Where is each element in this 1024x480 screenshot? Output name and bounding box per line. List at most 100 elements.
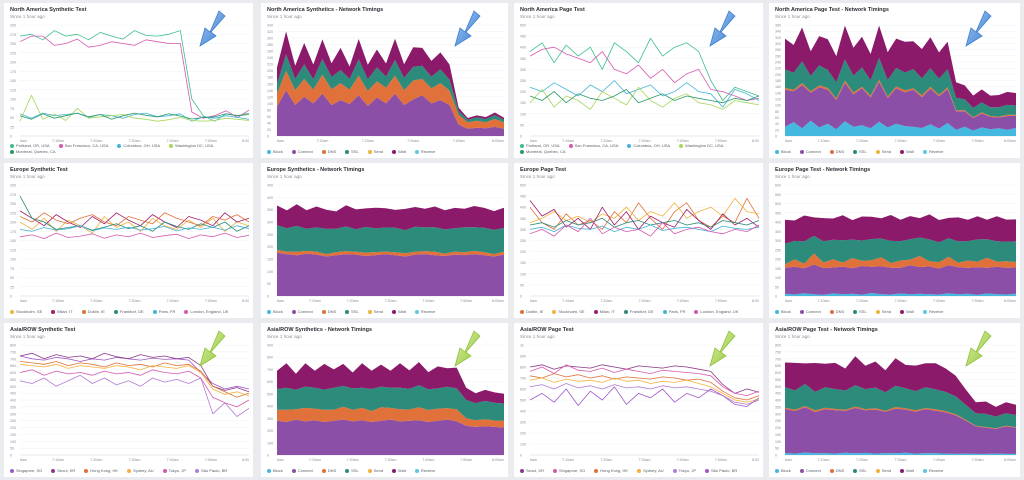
- chart-legend: Block Connect DNS SSL Send Wait Receive: [775, 468, 1016, 474]
- legend-item[interactable]: Block: [267, 468, 283, 474]
- legend-item[interactable]: Block: [775, 149, 791, 155]
- legend-item[interactable]: São Paulo, BR: [705, 468, 737, 474]
- legend-item[interactable]: Dublin, IE: [81, 309, 105, 315]
- legend-item[interactable]: SSL: [853, 468, 867, 474]
- legend-item[interactable]: Block: [267, 309, 283, 315]
- legend-item[interactable]: Seoul, KR: [520, 468, 544, 474]
- legend-item[interactable]: Connect: [291, 149, 313, 155]
- legend-item[interactable]: Block: [775, 468, 791, 474]
- legend-item[interactable]: SSL: [853, 149, 867, 155]
- legend-swatch: [922, 149, 927, 154]
- x-tick-label: 7:40am: [933, 139, 945, 143]
- legend-item[interactable]: Send: [367, 468, 383, 474]
- chart-panel[interactable]: North America Page Test Since 1 hour ago 0…: [514, 3, 763, 158]
- legend-item[interactable]: Singapore, SG: [10, 468, 42, 474]
- legend-item[interactable]: Wait: [900, 149, 914, 155]
- legend-item[interactable]: Block: [267, 149, 283, 155]
- legend-item[interactable]: Columbus, OH, USA: [627, 143, 670, 149]
- legend-item[interactable]: DNS: [321, 149, 336, 155]
- legend-item[interactable]: Receive: [414, 309, 435, 315]
- legend-item[interactable]: Connect: [291, 309, 313, 315]
- legend-item[interactable]: London, England, UK: [184, 309, 228, 315]
- legend-item[interactable]: Sydney, AU: [637, 468, 664, 474]
- legend-item[interactable]: Send: [367, 149, 383, 155]
- legend-item[interactable]: Block: [775, 309, 791, 315]
- legend-item[interactable]: Connect: [799, 149, 821, 155]
- y-tick-label: 550: [10, 378, 16, 382]
- chart-panel[interactable]: Europe Page Test Since 1 hour ago 0 50 100 15…: [514, 163, 763, 318]
- legend-item[interactable]: Montreal, Quebec, CA: [10, 149, 56, 155]
- legend-item[interactable]: DNS: [321, 309, 336, 315]
- legend-item[interactable]: Milan, IT: [593, 309, 615, 315]
- legend-item[interactable]: Receive: [414, 149, 435, 155]
- legend-item[interactable]: San Francisco, CA, USA: [568, 143, 618, 149]
- y-tick-label: 50: [520, 283, 524, 287]
- chart-panel[interactable]: Asia/ROW Page Test - Network Timings Sinc…: [769, 323, 1020, 477]
- legend-item[interactable]: Connect: [799, 309, 821, 315]
- legend-item[interactable]: Hong Kong, HK: [84, 468, 118, 474]
- chart-panel[interactable]: North America Synthetics - Network Timin…: [261, 3, 508, 158]
- legend-item[interactable]: DNS: [321, 468, 336, 474]
- legend-item[interactable]: São Paulo, BR: [195, 468, 227, 474]
- legend-item[interactable]: DNS: [829, 309, 844, 315]
- chart-panel[interactable]: North America Synthetic Test Since 1 hour…: [4, 3, 253, 158]
- legend-item[interactable]: Stockholm, SE: [10, 309, 42, 315]
- legend-item[interactable]: Washington DC, USA: [169, 143, 213, 149]
- legend-item[interactable]: Tokyo, JP: [162, 468, 186, 474]
- chart-panel[interactable]: Asia/ROW Page Test Since 1 hour ago 0 100 20…: [514, 323, 763, 477]
- legend-label: Block: [781, 149, 791, 154]
- legend-item[interactable]: Connect: [291, 468, 313, 474]
- legend-item[interactable]: Frankfurt, DE: [113, 309, 144, 315]
- legend-item[interactable]: Portland, OR, USA: [10, 143, 50, 149]
- y-tick-label: 150: [10, 79, 16, 83]
- legend-item[interactable]: Montreal, Quebec, CA: [520, 149, 566, 155]
- legend-item[interactable]: Singapore, SG: [553, 468, 585, 474]
- legend-item[interactable]: SSL: [345, 309, 359, 315]
- chart-panel[interactable]: Europe Page Test - Network Timings Since …: [769, 163, 1020, 318]
- y-tick-label: 450: [775, 211, 781, 215]
- legend-item[interactable]: SSL: [853, 309, 867, 315]
- legend-item[interactable]: Receive: [922, 149, 943, 155]
- legend-item[interactable]: Columbus, OH, USA: [117, 143, 160, 149]
- legend-item[interactable]: Send: [367, 309, 383, 315]
- legend-item[interactable]: Wait: [900, 309, 914, 315]
- y-tick-label: 450: [520, 35, 526, 39]
- legend-item[interactable]: Send: [875, 149, 891, 155]
- legend-item[interactable]: London, England, UK: [694, 309, 738, 315]
- legend-item[interactable]: Dublin, IE: [520, 309, 543, 315]
- legend-item[interactable]: Portland, OR, USA: [520, 143, 560, 149]
- legend-item[interactable]: Stockholm, SE: [552, 309, 585, 315]
- legend-item[interactable]: Receive: [414, 468, 435, 474]
- legend-item[interactable]: Seoul, KR: [51, 468, 75, 474]
- legend-item[interactable]: Wait: [392, 468, 406, 474]
- chart-panel[interactable]: Europe Synthetic Test Since 1 hour ago 0 25…: [4, 163, 253, 318]
- legend-item[interactable]: Wait: [392, 149, 406, 155]
- x-tick-label: 7:40am: [933, 299, 945, 303]
- legend-item[interactable]: Receive: [922, 309, 943, 315]
- chart-panel[interactable]: Europe Synthetics - Network Timings Since…: [261, 163, 508, 318]
- legend-item[interactable]: DNS: [829, 468, 844, 474]
- legend-item[interactable]: San Francisco, CA, USA: [58, 143, 108, 149]
- legend-item[interactable]: Receive: [922, 468, 943, 474]
- legend-item[interactable]: SSL: [345, 468, 359, 474]
- chart-panel[interactable]: Asia/ROW Synthetics - Network Timings Sin…: [261, 323, 508, 477]
- legend-item[interactable]: Washington DC, USA: [679, 143, 723, 149]
- legend-item[interactable]: Frankfurt, DE: [623, 309, 654, 315]
- legend-item[interactable]: Connect: [799, 468, 821, 474]
- y-tick-label: 400: [775, 221, 781, 225]
- legend-item[interactable]: Paris, FR: [152, 309, 175, 315]
- legend-item[interactable]: DNS: [829, 149, 844, 155]
- legend-item[interactable]: Wait: [900, 468, 914, 474]
- legend-item[interactable]: Sydney, AU: [127, 468, 154, 474]
- legend-item[interactable]: SSL: [345, 149, 359, 155]
- chart-title: North America Page Test: [520, 7, 585, 13]
- legend-item[interactable]: Tokyo, JP: [672, 468, 696, 474]
- chart-panel[interactable]: North America Page Test - Network Timing…: [769, 3, 1020, 158]
- chart-panel[interactable]: Asia/ROW Synthetic Test Since 1 hour ago 0…: [4, 323, 253, 477]
- legend-item[interactable]: Paris, FR: [662, 309, 685, 315]
- legend-item[interactable]: Hong Kong, HK: [594, 468, 628, 474]
- legend-item[interactable]: Wait: [392, 309, 406, 315]
- legend-item[interactable]: Send: [875, 309, 891, 315]
- legend-item[interactable]: Milan, IT: [51, 309, 73, 315]
- legend-item[interactable]: Send: [875, 468, 891, 474]
